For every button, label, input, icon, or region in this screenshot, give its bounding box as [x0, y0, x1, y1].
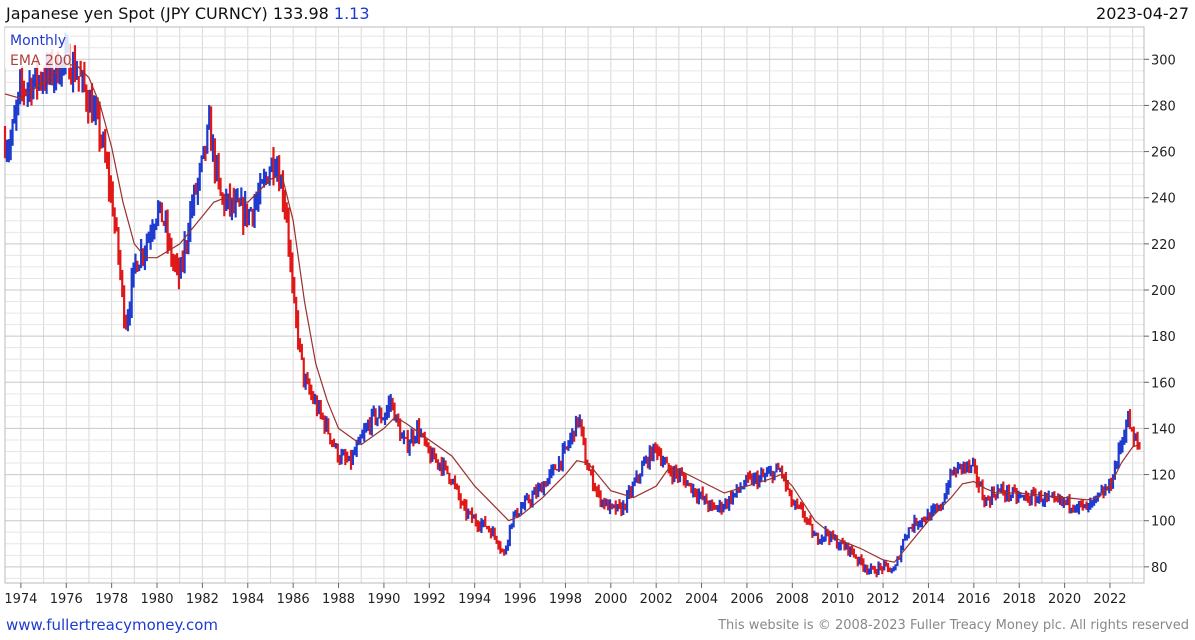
x-tick-label: 2006 [730, 592, 763, 607]
x-tick-label: 1976 [50, 592, 83, 607]
x-tick-label: 1996 [503, 592, 536, 607]
x-tick-label: 1984 [231, 592, 264, 607]
ema-200-line [4, 63, 1140, 563]
x-tick-label: 1994 [458, 592, 491, 607]
y-tick-label: 220 [1151, 238, 1176, 253]
x-tick-label: 1986 [277, 592, 310, 607]
x-tick-label: 2002 [640, 592, 673, 607]
y-tick-label: 120 [1151, 469, 1176, 484]
y-tick-label: 280 [1151, 99, 1176, 114]
y-axis-labels: 80 100 120 140 160 180 200 220 240 260 280 300 [1144, 53, 1176, 576]
x-tick-label: 2012 [867, 592, 900, 607]
x-tick-label: 1990 [367, 592, 400, 607]
legend-ema-200: EMA 200 [10, 53, 72, 69]
x-tick-label: 2018 [1003, 592, 1036, 607]
price-chart: 1974 1976 1978 1980 1982 1984 1986 1988 1990 1992… [3, 26, 1176, 607]
legend-monthly: Monthly [10, 33, 66, 49]
y-tick-label: 100 [1151, 515, 1176, 530]
x-tick-label: 2008 [776, 592, 809, 607]
chart-date: 2023-04-27 [1096, 4, 1189, 23]
x-axis-labels: 1974 1976 1978 1980 1982 1984 1986 1988 1990 1992… [4, 583, 1127, 607]
x-tick-label: 2000 [594, 592, 627, 607]
y-tick-label: 260 [1151, 146, 1176, 161]
x-tick-label: 1982 [186, 592, 219, 607]
x-tick-label: 2010 [821, 592, 854, 607]
instrument-name-price: Japanese yen Spot (JPY CURNCY) 133.98 [6, 4, 329, 23]
x-tick-label: 1974 [4, 592, 37, 607]
y-tick-label: 80 [1151, 561, 1168, 576]
price-change: 1.13 [333, 4, 370, 23]
x-tick-label: 1980 [140, 592, 173, 607]
y-tick-label: 140 [1151, 422, 1176, 437]
y-tick-label: 240 [1151, 192, 1176, 207]
copyright-notice: This website is © 2008-2023 Fuller Treac… [718, 618, 1189, 633]
x-tick-label: 2014 [912, 592, 945, 607]
plot-frame [4, 26, 1145, 584]
y-tick-label: 180 [1151, 330, 1176, 345]
x-tick-label: 1998 [549, 592, 582, 607]
monthly-price-bars [3, 32, 1141, 578]
y-tick-label: 160 [1151, 376, 1176, 391]
x-tick-label: 1988 [322, 592, 355, 607]
x-tick-label: 1992 [413, 592, 446, 607]
chart-title: Japanese yen Spot (JPY CURNCY) 133.98 1.… [6, 4, 370, 23]
website-link[interactable]: www.fullertreacymoney.com [6, 616, 219, 634]
x-tick-label: 1978 [95, 592, 128, 607]
x-tick-label: 2016 [957, 592, 990, 607]
legend-box [5, 28, 70, 68]
y-tick-label: 300 [1151, 53, 1176, 68]
y-tick-label: 200 [1151, 284, 1176, 299]
chart-grid [5, 27, 1144, 583]
x-tick-label: 2022 [1093, 592, 1126, 607]
x-tick-label: 2004 [685, 592, 718, 607]
x-tick-label: 2020 [1048, 592, 1081, 607]
